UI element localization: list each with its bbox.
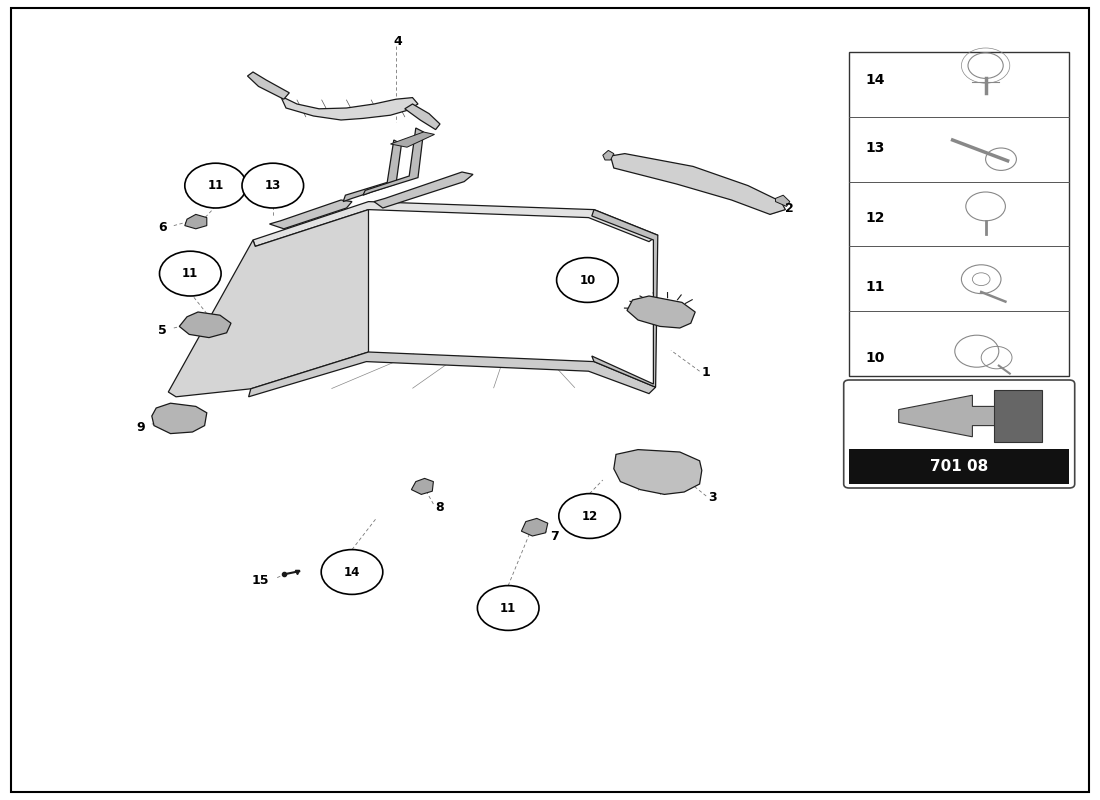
Polygon shape xyxy=(168,210,368,397)
Text: 13: 13 xyxy=(265,179,280,192)
Text: 12: 12 xyxy=(582,510,597,522)
Polygon shape xyxy=(627,296,695,328)
Text: 14: 14 xyxy=(866,73,886,87)
Text: 11: 11 xyxy=(866,280,886,294)
Text: 701 08: 701 08 xyxy=(931,459,988,474)
Polygon shape xyxy=(603,150,614,160)
Polygon shape xyxy=(411,478,433,494)
Polygon shape xyxy=(249,352,656,397)
Polygon shape xyxy=(776,195,790,206)
FancyBboxPatch shape xyxy=(844,380,1075,488)
Circle shape xyxy=(185,163,246,208)
Polygon shape xyxy=(390,132,435,147)
Polygon shape xyxy=(152,403,207,434)
Text: 11: 11 xyxy=(183,267,198,280)
FancyBboxPatch shape xyxy=(849,52,1069,376)
Text: 8: 8 xyxy=(436,501,444,514)
Polygon shape xyxy=(405,104,440,130)
Text: 9: 9 xyxy=(136,421,145,434)
Polygon shape xyxy=(248,72,289,99)
Polygon shape xyxy=(179,312,231,338)
Circle shape xyxy=(160,251,221,296)
Text: 2: 2 xyxy=(785,202,794,214)
Text: 12: 12 xyxy=(866,210,886,225)
Polygon shape xyxy=(343,140,402,202)
Text: 15: 15 xyxy=(252,574,270,586)
Circle shape xyxy=(477,586,539,630)
Polygon shape xyxy=(994,390,1042,442)
Text: 11: 11 xyxy=(500,602,516,614)
Polygon shape xyxy=(521,518,548,536)
Circle shape xyxy=(321,550,383,594)
Polygon shape xyxy=(280,96,418,120)
Text: 11: 11 xyxy=(208,179,223,192)
Text: 5: 5 xyxy=(158,324,167,337)
Text: 10: 10 xyxy=(580,274,595,286)
Text: 13: 13 xyxy=(866,141,886,155)
Bar xyxy=(849,449,1069,484)
Polygon shape xyxy=(253,202,658,246)
Text: 7: 7 xyxy=(550,530,559,542)
Text: 4: 4 xyxy=(394,35,403,48)
Polygon shape xyxy=(592,210,658,387)
Polygon shape xyxy=(185,214,207,229)
Circle shape xyxy=(242,163,304,208)
Circle shape xyxy=(557,258,618,302)
Polygon shape xyxy=(614,450,702,494)
Text: 10: 10 xyxy=(866,350,886,365)
Circle shape xyxy=(559,494,620,538)
Polygon shape xyxy=(270,200,352,229)
Text: 3: 3 xyxy=(708,491,717,504)
Polygon shape xyxy=(610,154,785,214)
Text: 14: 14 xyxy=(344,566,360,578)
Polygon shape xyxy=(374,172,473,208)
Polygon shape xyxy=(899,395,998,437)
Polygon shape xyxy=(363,128,424,195)
Text: 6: 6 xyxy=(158,221,167,234)
Text: 1: 1 xyxy=(702,366,711,379)
